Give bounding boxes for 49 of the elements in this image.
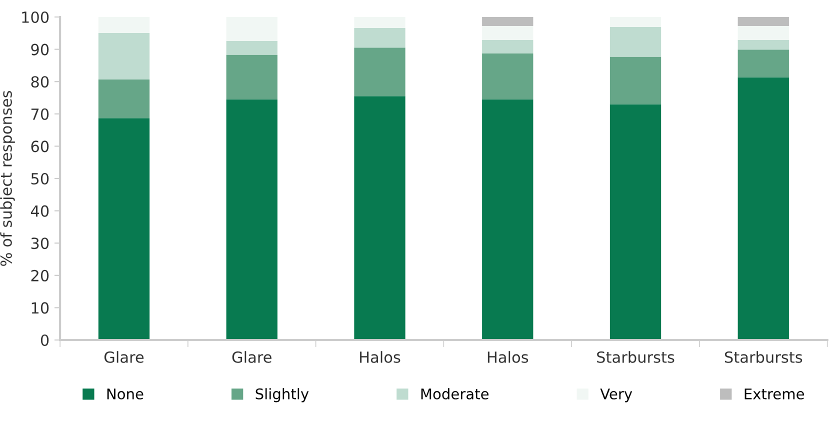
legend-label: Moderate <box>421 388 488 400</box>
legend-label: None <box>107 388 144 400</box>
y-tick-label: 70 <box>31 108 49 120</box>
bar <box>354 28 406 48</box>
x-tick-label: Halos <box>360 351 400 363</box>
bar <box>226 17 278 41</box>
bar <box>98 32 150 80</box>
legend-label: Very <box>600 388 632 402</box>
bar <box>226 54 278 100</box>
y-tick-label: 40 <box>30 205 49 217</box>
bar <box>482 17 534 26</box>
y-tick-label: 100 <box>22 11 49 24</box>
y-tick-label: 10 <box>32 302 49 314</box>
bar <box>482 54 534 100</box>
y-axis-title: % of subject responses <box>0 90 15 266</box>
bar <box>738 77 789 340</box>
y-tick-label: 30 <box>31 238 49 250</box>
bar <box>610 104 662 340</box>
y-tick-label: 20 <box>31 270 49 282</box>
bar <box>226 40 278 55</box>
bar <box>354 96 406 340</box>
bar <box>610 56 662 104</box>
x-tick-label: Starbursts <box>597 351 674 363</box>
x-tick-label: Glare <box>104 351 144 363</box>
y-tick-label: 0 <box>40 334 49 346</box>
bar <box>354 17 406 28</box>
y-tick-label: 80 <box>31 76 49 88</box>
bar <box>482 26 534 40</box>
bar <box>738 40 789 50</box>
bar <box>610 17 662 28</box>
bar <box>482 99 534 340</box>
y-tick-label: 60 <box>31 140 49 152</box>
bar <box>226 99 278 340</box>
bar <box>98 17 150 33</box>
x-tick-label: Starbursts <box>724 351 802 363</box>
bar <box>98 79 150 118</box>
y-tick-label: 90 <box>31 44 49 56</box>
y-tick-label: 50 <box>31 172 49 185</box>
x-tick-label: Halos <box>488 351 528 363</box>
bar <box>738 17 789 26</box>
legend-label: Slightly <box>256 388 309 402</box>
bar <box>98 118 150 340</box>
bar <box>482 40 534 54</box>
bar <box>354 48 406 96</box>
bar <box>738 26 789 40</box>
x-tick-label: Glare <box>232 351 272 363</box>
bar <box>610 27 662 57</box>
bar <box>738 50 789 78</box>
legend-label: Extreme <box>744 388 804 400</box>
